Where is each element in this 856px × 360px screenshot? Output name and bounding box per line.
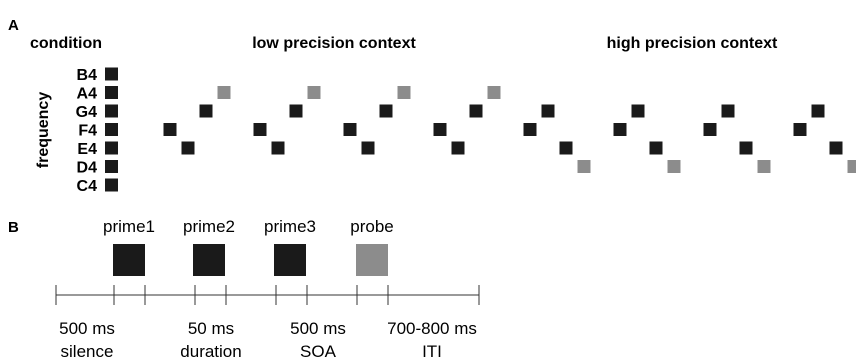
condition-square-d4 (105, 160, 118, 173)
low-trial-4-prime-e4 (451, 141, 465, 155)
low-trial-3-prime-e4 (361, 141, 375, 155)
note-label-a4: A4 (77, 86, 98, 103)
low-trial-1-prime-e4 (181, 141, 195, 155)
timeline (55, 285, 480, 305)
stimulus-square-probe (356, 244, 388, 276)
stimulus-squares (113, 244, 388, 276)
low-precision-title: low precision context (252, 35, 416, 52)
trial-squares (163, 86, 856, 173)
frequency-axis-label: frequency (35, 92, 52, 169)
high-trial-1-prime-f4 (523, 123, 537, 136)
timeline-top-label: 700-800 ms (387, 319, 477, 338)
condition-square-a4 (105, 86, 118, 99)
timeline-bottom-label: duration (180, 342, 241, 360)
condition-square-e4 (105, 141, 118, 155)
high-trial-3-prime-e4 (739, 141, 753, 155)
stimulus-label-prime1: prime1 (103, 217, 155, 236)
note-label-b4: B4 (77, 67, 98, 84)
condition-square-f4 (105, 123, 118, 136)
high-trial-4-probe-d4 (847, 160, 856, 173)
low-trial-4-probe-a4 (487, 86, 501, 99)
note-label-d4: D4 (77, 160, 98, 177)
low-trial-4-prime-g4 (469, 104, 483, 118)
note-label-g4: G4 (76, 104, 97, 121)
high-trial-3-prime-g4 (721, 104, 735, 118)
low-trial-1-prime-g4 (199, 104, 213, 118)
high-trial-3-probe-d4 (757, 160, 771, 173)
low-trial-3-prime-f4 (343, 123, 357, 136)
timeline-labels: 500 ms silence 50 ms duration 500 ms SOA 700-8… (59, 319, 477, 360)
stimulus-square-prime1 (113, 244, 145, 276)
panel-b-label: B (8, 219, 19, 236)
high-trial-1-prime-g4 (541, 104, 555, 118)
condition-header: condition (30, 35, 102, 52)
timeline-top-label: 50 ms (188, 319, 234, 338)
low-trial-2-prime-e4 (271, 141, 285, 155)
low-trial-3-prime-g4 (379, 104, 393, 118)
low-trial-1-probe-a4 (217, 86, 231, 99)
note-label-c4: C4 (77, 178, 98, 195)
stimulus-label-probe: probe (350, 217, 393, 236)
low-trial-3-probe-a4 (397, 86, 411, 99)
condition-squares (105, 67, 118, 192)
condition-square-c4 (105, 178, 118, 192)
stimulus-label-prime2: prime2 (183, 217, 235, 236)
timeline-bottom-label: ITI (422, 342, 442, 360)
stimulus-square-prime2 (193, 244, 225, 276)
panel-a-label: A (8, 17, 19, 34)
low-trial-1-prime-f4 (163, 123, 177, 136)
high-trial-4-prime-g4 (811, 104, 825, 118)
high-trial-4-prime-f4 (793, 123, 807, 136)
high-trial-3-prime-f4 (703, 123, 717, 136)
stimulus-label-prime3: prime3 (264, 217, 316, 236)
timeline-bottom-label: SOA (300, 342, 337, 360)
note-label-f4: F4 (78, 123, 97, 140)
high-trial-2-prime-g4 (631, 104, 645, 118)
high-trial-1-prime-e4 (559, 141, 573, 155)
low-trial-2-prime-f4 (253, 123, 267, 136)
high-trial-4-prime-e4 (829, 141, 843, 155)
high-trial-2-probe-d4 (667, 160, 681, 173)
timeline-top-label: 500 ms (290, 319, 346, 338)
low-trial-2-prime-g4 (289, 104, 303, 118)
high-trial-1-probe-d4 (577, 160, 591, 173)
high-trial-2-prime-e4 (649, 141, 663, 155)
high-precision-title: high precision context (607, 35, 778, 52)
high-trial-2-prime-f4 (613, 123, 627, 136)
stimulus-labels: prime1 prime2 prime3 probe (103, 217, 394, 236)
condition-square-g4 (105, 104, 118, 118)
low-trial-4-prime-f4 (433, 123, 447, 136)
note-label-e4: E4 (77, 141, 97, 158)
timeline-bottom-label: silence (61, 342, 114, 360)
condition-square-b4 (105, 67, 118, 81)
timeline-top-label: 500 ms (59, 319, 115, 338)
stimulus-square-prime3 (274, 244, 306, 276)
low-trial-2-probe-a4 (307, 86, 321, 99)
